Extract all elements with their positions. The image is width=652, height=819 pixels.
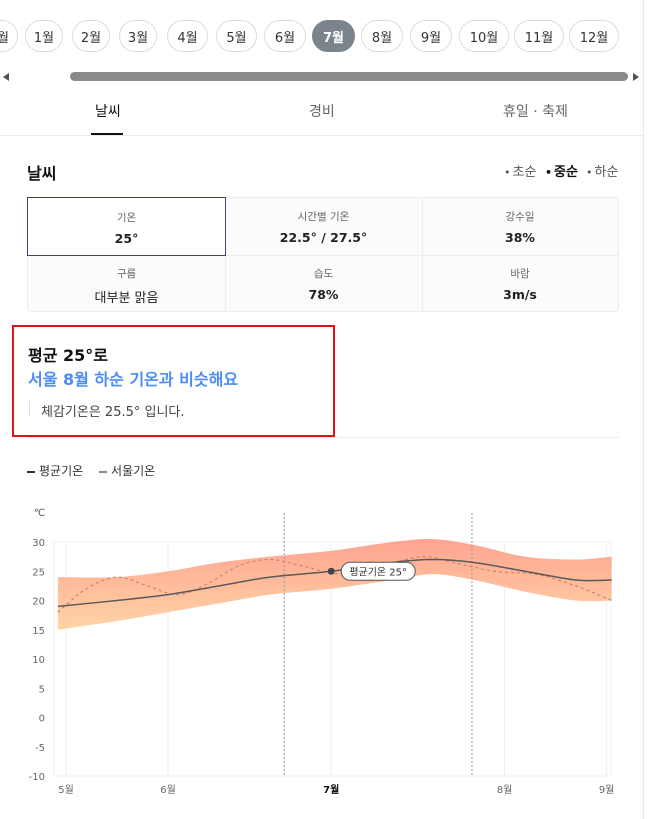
cell-hourly-temperature[interactable]: 시간별 기온 22.5° / 27.5° [225,198,422,255]
grid-divider [28,255,618,256]
legend-average: 평균기온 [27,462,83,479]
cell-cloud-value: 대부분 맑음 [94,291,159,306]
period-mid-label: 중순 [554,165,578,180]
temperature-chart: ℃ 30 25 20 15 10 5 0 -5 -10 평균기온 25° 5월 6월 7월 8월 9월 [29,508,615,796]
month-chip[interactable]: 6월 [264,20,306,52]
highlight-box [12,325,335,437]
cell-temperature-value: 25° [114,231,139,246]
x-tick-label: 9월 [599,784,615,796]
solid-line-icon [27,470,35,473]
legend-seoul-label: 서울기온 [111,464,156,478]
feels-like-text: 체감기온은 25.5° 입니다. [41,405,185,420]
summary-average: 평균 25°로 [28,346,108,365]
month-scrollbar[interactable] [0,68,643,86]
month-selector: 월 1월 2월 3월 4월 5월 6월 7월 8월 9월 10월 11월 12월 [0,0,643,72]
month-chip[interactable]: 5월 [216,20,257,52]
period-late-label: 하순 [594,165,619,180]
temperature-range-band [57,538,612,630]
period-late[interactable]: • 하순 [586,165,619,180]
series-seoul [57,556,612,613]
y-tick-label: -5 [35,743,45,754]
y-tick-label: 20 [32,597,45,608]
x-tick-label: 7월 [323,784,339,796]
y-tick-label: 10 [32,655,45,666]
cell-cloud[interactable]: 구름 대부분 맑음 [28,256,225,311]
legend-average-label: 평균기온 [39,464,84,478]
cell-precipitation-label: 강수일 [505,211,535,223]
cell-temperature[interactable]: 기온 25° [27,197,226,256]
cell-cloud-label: 구름 [116,268,137,280]
section-divider [27,437,619,438]
plot-frame [53,541,612,777]
cell-humidity-label: 습도 [313,268,334,280]
cell-humidity-value: 78% [308,287,339,302]
month-chip[interactable]: 10월 [459,20,509,52]
scroll-thumb[interactable] [70,72,628,81]
y-axis-unit: ℃ [34,508,45,519]
scroll-left-arrow-icon[interactable] [3,73,9,81]
quote-bar [29,401,30,417]
grid-divider [422,198,423,311]
month-chip[interactable]: 7월 [312,20,355,52]
cell-hourly-value: 22.5° / 27.5° [279,230,368,245]
legend-seoul: 서울기온 [99,462,155,479]
month-chip[interactable]: 8월 [361,20,403,52]
tab-holidays-festivals[interactable]: 휴일 · 축제 [503,104,568,120]
summary-comparison: 서울 8월 하순 기온과 비슷해요 [28,370,239,389]
cell-wind-label: 바람 [510,268,530,280]
month-chip[interactable]: 월 [0,20,18,52]
y-tick-label: 25 [32,567,45,578]
cell-precipitation[interactable]: 강수일 38% [422,198,618,255]
current-tooltip [340,561,416,581]
month-chip[interactable]: 9월 [410,20,452,52]
month-chip[interactable]: 2월 [72,20,110,52]
month-chip[interactable]: 4월 [167,20,208,52]
x-tick-label: 8월 [497,784,513,796]
y-tick-label: -10 [29,772,45,783]
period-mid[interactable]: • 중순 [545,165,578,180]
month-chip[interactable]: 12월 [569,20,619,52]
dashed-line-icon [99,470,107,473]
month-chip[interactable]: 3월 [119,20,157,52]
cell-precipitation-value: 38% [505,230,535,245]
current-tooltip-label: 평균기온 25° [349,566,407,578]
cell-humidity[interactable]: 습도 78% [225,256,422,311]
current-point [327,567,335,575]
x-tick-label: 6월 [160,784,176,796]
cell-wind-value: 3m/s [503,287,537,302]
weather-info-grid: 기온 25° 시간별 기온 22.5° / 27.5° 강수일 38% 구름 대… [27,197,619,312]
month-chip[interactable]: 1월 [25,20,63,52]
x-tick-label: 5월 [58,784,74,796]
month-chip[interactable]: 11월 [514,20,564,52]
period-early[interactable]: • 초순 [504,165,537,180]
scroll-right-arrow-icon[interactable] [633,73,639,81]
tab-weather[interactable]: 날씨 [95,104,121,120]
weather-section-title: 날씨 [27,164,57,183]
y-tick-label: 15 [32,626,45,637]
active-tab-indicator [91,133,123,135]
y-tick-label: 0 [39,714,45,725]
cell-wind[interactable]: 바람 3m/s [422,256,618,311]
cell-temperature-label: 기온 [116,212,137,224]
category-tabs: 날씨 경비 휴일 · 축제 [0,86,643,136]
cell-hourly-label: 시간별 기온 [297,211,350,223]
y-tick-label: 5 [39,684,45,695]
y-tick-label: 30 [32,538,45,549]
tab-expenses[interactable]: 경비 [309,104,335,120]
period-early-label: 초순 [512,165,537,180]
frame-border [643,0,644,819]
